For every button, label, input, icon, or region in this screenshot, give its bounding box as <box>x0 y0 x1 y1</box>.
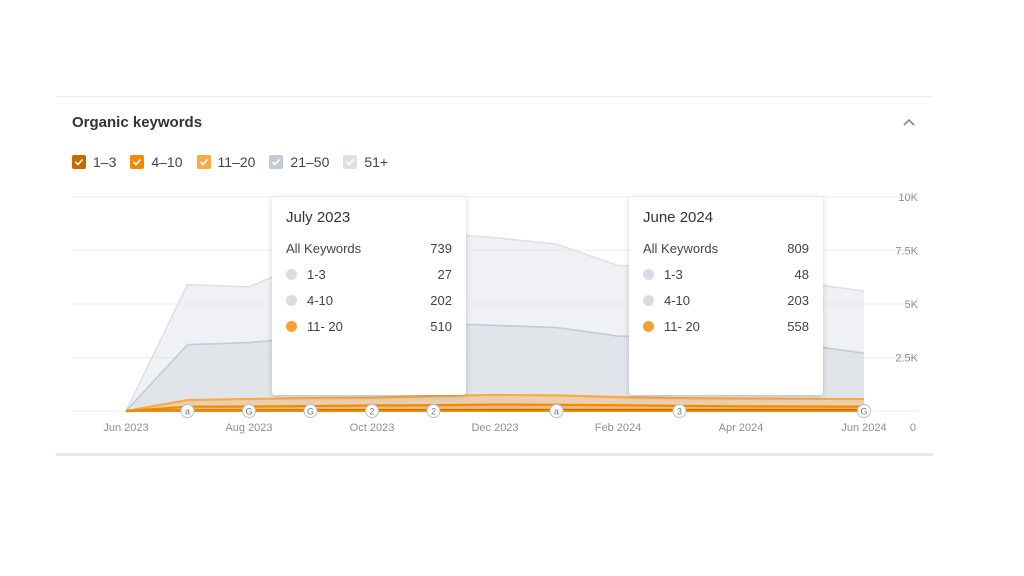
tooltip-row-all: All Keywords 809 <box>643 240 809 256</box>
y-tick-label: 10K <box>898 192 918 204</box>
annotation-marker-label: 2 <box>431 407 436 417</box>
tooltip-row: 1-3 27 <box>286 261 452 287</box>
annotation-marker[interactable]: G <box>857 404 871 418</box>
annotation-marker-label: G <box>245 407 252 417</box>
annotation-marker-circle[interactable] <box>303 404 318 418</box>
x-tick-label: Jun 2023 <box>103 422 148 434</box>
series-dot-icon <box>286 294 297 306</box>
annotation-marker-label: a <box>554 407 559 417</box>
x-tick-label: Dec 2023 <box>471 422 518 434</box>
annotation-marker[interactable]: 2 <box>365 404 379 418</box>
checkbox-checked-icon[interactable] <box>269 155 284 169</box>
checkbox-checked-icon[interactable] <box>343 155 358 169</box>
annotation-marker[interactable]: G <box>303 404 318 418</box>
series-dot-icon <box>643 320 654 332</box>
annotation-marker-label: G <box>307 407 314 417</box>
tooltip-row: 11- 20 558 <box>643 313 809 339</box>
annotation-marker-circle[interactable] <box>426 404 441 418</box>
tooltip-july-2023: July 2023 All Keywords 739 1-3 27 4-10 2… <box>272 197 466 395</box>
line-series-11-20 <box>125 393 865 413</box>
tooltip-row: 4-10 203 <box>643 287 809 313</box>
tooltip-row: 4-10 202 <box>286 287 452 313</box>
annotation-marker-circle[interactable] <box>672 404 687 418</box>
y-tick-label: 7.5K <box>895 246 918 258</box>
x-tick-label: Jun 2024 <box>841 422 886 434</box>
annotation-marker[interactable]: a <box>180 404 195 418</box>
tooltip-title: July 2023 <box>286 209 351 226</box>
tooltip-title: June 2024 <box>643 209 714 226</box>
annotation-marker[interactable]: 2 <box>426 404 441 418</box>
series-dot-icon <box>286 320 297 332</box>
chevron-up-icon[interactable] <box>901 114 917 130</box>
y-tick-label: 2.5K <box>895 353 918 365</box>
legend-item-4-10[interactable]: 4–10 <box>130 154 183 170</box>
annotation-marker-circle[interactable] <box>180 404 195 418</box>
annotation-marker-circle[interactable] <box>365 404 379 418</box>
series-dot-icon <box>286 268 297 280</box>
x-tick-label: Feb 2024 <box>595 422 641 434</box>
annotation-marker-circle[interactable] <box>857 404 871 418</box>
annotation-marker[interactable]: a <box>549 404 564 418</box>
annotation-marker-label: 2 <box>369 407 374 417</box>
legend: 1–3 4–10 11–20 21–50 51+ <box>72 154 402 170</box>
legend-item-21-50[interactable]: 21–50 <box>269 154 329 170</box>
series-dot-icon <box>643 294 654 306</box>
annotation-marker-circle[interactable] <box>549 404 564 418</box>
annotation-marker-label: a <box>185 407 190 417</box>
x-tick-label: Aug 2023 <box>225 422 272 434</box>
x-tick-label: Apr 2024 <box>719 422 764 434</box>
legend-item-1-3[interactable]: 1–3 <box>72 154 116 170</box>
checkbox-checked-icon[interactable] <box>72 155 86 169</box>
y-tick-label: 0 <box>910 422 916 434</box>
tooltip-row-all: All Keywords 739 <box>286 240 452 256</box>
checkbox-checked-icon[interactable] <box>196 155 211 169</box>
series-dot-icon <box>643 268 654 280</box>
annotation-marker[interactable]: 3 <box>672 404 687 418</box>
annotation-marker-label: 3 <box>677 407 682 417</box>
annotation-marker-circle[interactable] <box>242 404 256 418</box>
widget-title: Organic keywords <box>72 114 203 131</box>
y-tick-label: 5K <box>905 299 919 311</box>
legend-item-11-20[interactable]: 11–20 <box>196 154 255 170</box>
legend-item-51-plus[interactable]: 51+ <box>343 154 388 170</box>
tooltip-row: 1-3 48 <box>643 261 809 287</box>
x-tick-label: Oct 2023 <box>350 422 395 434</box>
tooltip-row: 11- 20 510 <box>286 313 452 339</box>
annotation-marker-label: G <box>860 407 867 417</box>
annotation-marker[interactable]: G <box>242 404 256 418</box>
checkbox-checked-icon[interactable] <box>130 155 145 169</box>
tooltip-june-2024: June 2024 All Keywords 809 1-3 48 4-10 2… <box>629 197 823 395</box>
